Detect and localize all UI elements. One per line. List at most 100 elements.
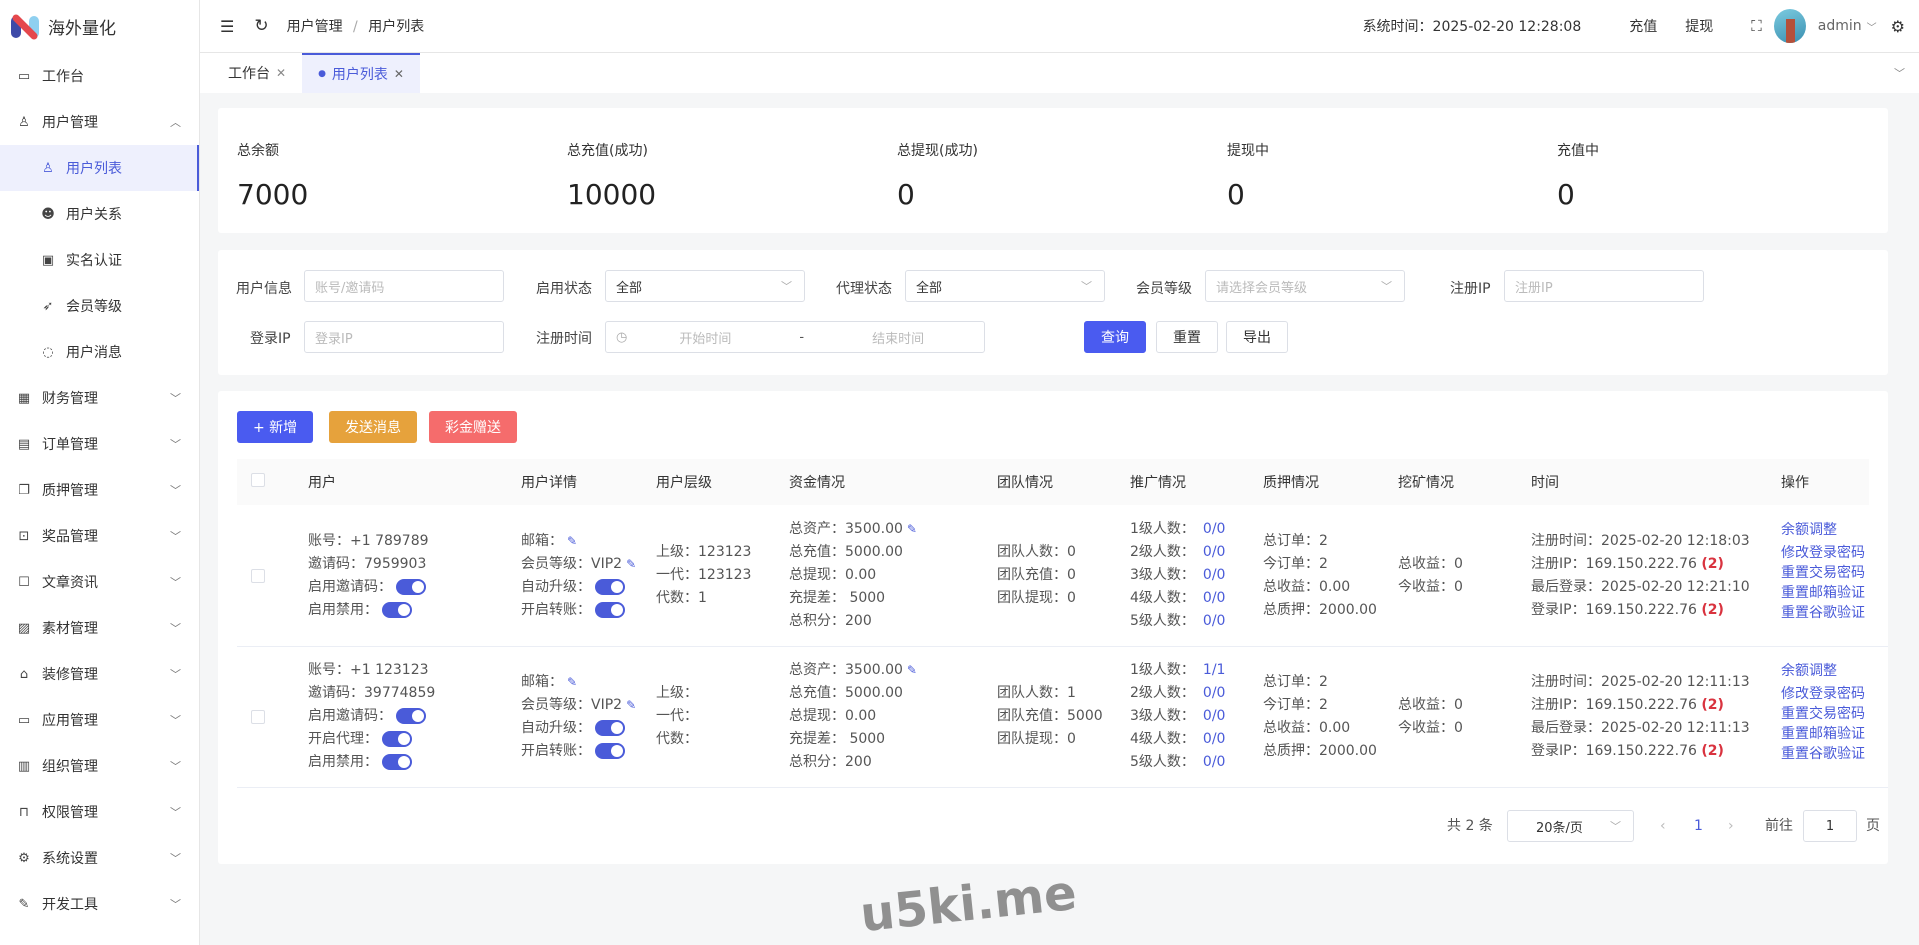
sidebar-item[interactable]: ☻ 用户关系 [0, 191, 199, 237]
edit-icon[interactable]: ✎ [567, 674, 578, 689]
logo[interactable]: 海外量化 [0, 0, 199, 53]
reset-button[interactable]: 重置 [1156, 321, 1218, 353]
toggle-switch[interactable] [595, 742, 625, 759]
op-link[interactable]: 修改登录密码 [1781, 545, 1865, 561]
fullscreen-icon[interactable]: ⛶ [1751, 17, 1762, 35]
query-button[interactable]: 查询 [1084, 321, 1146, 353]
next-page-icon[interactable]: › [1728, 818, 1734, 834]
bonus-button[interactable]: 彩金赠送 [429, 411, 517, 443]
login-ip-input[interactable]: 登录IP [304, 321, 504, 353]
toggle-switch[interactable] [595, 578, 625, 595]
sidebar-item[interactable]: ⊓ 权限管理 ﹀ [0, 789, 199, 835]
column-header: 挖矿情况 [1398, 475, 1454, 491]
enable-status-select[interactable]: 全部 ﹀ [605, 270, 805, 302]
op-link[interactable]: 余额调整 [1781, 522, 1837, 538]
promo-count[interactable]: 0/0 [1202, 590, 1226, 606]
sidebar-item[interactable]: ▦ 财务管理 ﹀ [0, 375, 199, 421]
user-info-input[interactable]: 账号/邀请码 [304, 270, 504, 302]
text: 开启代理： [308, 731, 378, 747]
text: 启用禁用： [308, 754, 378, 770]
send-message-button[interactable]: 发送消息 [329, 411, 417, 443]
withdraw-link[interactable]: 提现 [1685, 19, 1714, 35]
breadcrumb-item[interactable]: 用户管理 [286, 19, 343, 35]
sidebar-item[interactable]: ▥ 组织管理 ﹀ [0, 743, 199, 789]
image-icon: ▨ [17, 620, 31, 636]
agent-status-select[interactable]: 全部 ﹀ [905, 270, 1105, 302]
tab-workbench[interactable]: 工作台 ✕ [228, 66, 287, 82]
toggle-switch[interactable] [396, 578, 426, 595]
op-link[interactable]: 余额调整 [1781, 663, 1837, 679]
sidebar-item[interactable]: ▤ 订单管理 ﹀ [0, 421, 199, 467]
member-level-select[interactable]: 请选择会员等级 ﹀ [1205, 270, 1405, 302]
promo-count[interactable]: 0/0 [1202, 685, 1226, 701]
sidebar-item[interactable]: ▣ 实名认证 [0, 237, 199, 283]
tabs-dropdown-icon[interactable]: ﹀ [1894, 67, 1905, 80]
register-ip-input[interactable]: 注册IP [1504, 270, 1704, 302]
close-icon[interactable]: ✕ [393, 67, 404, 81]
op-link[interactable]: 重置谷歌验证 [1781, 605, 1865, 621]
sidebar-item[interactable]: ⌂ 装修管理 ﹀ [0, 651, 199, 697]
edit-icon[interactable]: ✎ [906, 522, 917, 536]
chevron-down-icon[interactable]: ﹀ [1866, 22, 1877, 34]
sidebar-item[interactable]: ▭ 应用管理 ﹀ [0, 697, 199, 743]
sidebar-item[interactable]: ▭ 工作台 [0, 53, 199, 99]
export-button[interactable]: 导出 [1226, 321, 1288, 353]
line: 总资产：3500.00 ✎ [789, 659, 917, 682]
sidebar-item[interactable]: ✎ 开发工具 ﹀ [0, 881, 199, 927]
avatar[interactable] [1773, 9, 1806, 43]
sidebar-item[interactable]: ❐ 质押管理 ﹀ [0, 467, 199, 513]
tab-user-list[interactable]: ● 用户列表 ✕ [302, 53, 420, 93]
toggle-switch[interactable] [382, 754, 412, 770]
toggle-switch[interactable] [595, 601, 625, 618]
op-link[interactable]: 重置交易密码 [1781, 565, 1865, 581]
promo-count[interactable]: 1/1 [1202, 662, 1226, 678]
sidebar-item[interactable]: ▨ 素材管理 ﹀ [0, 605, 199, 651]
op-link[interactable]: 重置谷歌验证 [1781, 746, 1865, 762]
prev-page-icon[interactable]: ‹ [1660, 818, 1666, 834]
op-link[interactable]: 重置邮箱验证 [1781, 726, 1865, 742]
sidebar-item[interactable]: ☐ 文章资讯 ﹀ [0, 559, 199, 605]
promo-count[interactable]: 0/0 [1202, 613, 1226, 629]
sidebar-item[interactable]: ⚙ 系统设置 ﹀ [0, 835, 199, 881]
id-card-icon: ▣ [41, 252, 55, 268]
sidebar-item[interactable]: ◌ 用户消息 [0, 329, 199, 375]
line: 启用禁用： [308, 751, 435, 774]
page-size-select[interactable]: 20条/页 ﹀ [1507, 810, 1634, 842]
add-button[interactable]: + 新增 [237, 411, 314, 443]
promo-count[interactable]: 0/0 [1202, 567, 1226, 583]
page-number[interactable]: 1 [1694, 818, 1703, 834]
stat-value: 0 [1557, 178, 1575, 211]
promo-count[interactable]: 0/0 [1202, 754, 1226, 770]
sidebar-item[interactable]: ➶ 会员等级 [0, 283, 199, 329]
user-name[interactable]: admin [1817, 18, 1862, 34]
promo-count[interactable]: 0/0 [1202, 544, 1226, 560]
toggle-switch[interactable] [396, 708, 426, 724]
row-checkbox[interactable] [251, 709, 265, 724]
toggle-switch[interactable] [382, 601, 412, 618]
edit-icon[interactable]: ✎ [626, 697, 637, 712]
edit-icon[interactable]: ✎ [626, 556, 637, 571]
line: 最后登录：2025-02-20 12:11:13 [1531, 717, 1750, 740]
gear-icon[interactable]: ⚙ [1890, 16, 1905, 36]
op-link[interactable]: 修改登录密码 [1781, 686, 1865, 702]
select-all-checkbox[interactable] [251, 473, 265, 487]
edit-icon[interactable]: ✎ [906, 663, 917, 677]
toggle-switch[interactable] [382, 731, 412, 747]
op-link[interactable]: 重置交易密码 [1781, 706, 1865, 722]
promo-count[interactable]: 0/0 [1202, 731, 1226, 747]
op-link[interactable]: 重置邮箱验证 [1781, 585, 1865, 601]
register-time-range[interactable]: ◷ 开始时间 - 结束时间 [605, 321, 985, 353]
refresh-icon[interactable]: ↻ [254, 16, 269, 36]
goto-page-input[interactable]: 1 [1803, 810, 1857, 842]
recharge-link[interactable]: 充值 [1629, 19, 1658, 35]
promo-count[interactable]: 0/0 [1202, 708, 1226, 724]
promo-count[interactable]: 0/0 [1202, 521, 1226, 537]
sidebar-item[interactable]: ♙ 用户管理 ︿ [0, 99, 199, 145]
sidebar-item[interactable]: ♙ 用户列表 [0, 145, 199, 191]
collapse-menu-icon[interactable]: ☰ [220, 16, 235, 36]
row-checkbox[interactable] [251, 568, 265, 583]
toggle-switch[interactable] [595, 719, 625, 736]
sidebar-item[interactable]: ⊡ 奖品管理 ﹀ [0, 513, 199, 559]
edit-icon[interactable]: ✎ [567, 533, 578, 548]
close-icon[interactable]: ✕ [276, 66, 287, 80]
